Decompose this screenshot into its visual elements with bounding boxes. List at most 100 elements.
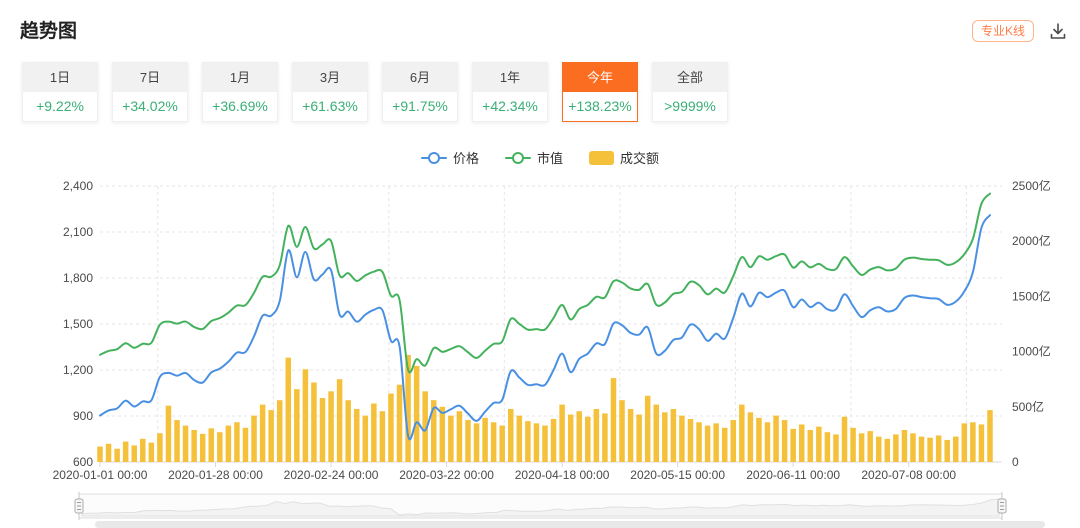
horizontal-scrollbar[interactable] <box>95 521 1045 528</box>
left-axis-tick: 1,800 <box>63 271 93 285</box>
data-zoom-shadow <box>81 498 1000 517</box>
volume-bar <box>953 436 959 462</box>
volume-bar <box>713 423 719 462</box>
pro-kline-button[interactable]: 专业K线 <box>971 20 1034 42</box>
period-change-value: +36.69% <box>212 98 268 114</box>
volume-bar <box>217 432 223 462</box>
volume-bar <box>576 411 582 462</box>
period-tab-1日[interactable]: 1日 +9.22% <box>22 62 98 122</box>
volume-bar <box>721 427 728 462</box>
volume-bar <box>473 423 480 462</box>
period-change-value: +91.75% <box>392 98 448 114</box>
x-axis-tick: 2020-02-24 00:00 <box>284 468 379 482</box>
period-tab-6月[interactable]: 6月 +91.75% <box>382 62 458 122</box>
x-axis-tick: 2020-01-01 00:00 <box>53 468 148 482</box>
volume-bar <box>439 406 446 462</box>
period-tab-label: 3月 <box>293 63 367 92</box>
period-tab-1月[interactable]: 1月 +36.69% <box>202 62 278 122</box>
volume-bar <box>807 429 814 462</box>
volume-bar <box>961 423 968 462</box>
period-tab-今年[interactable]: 今年 +138.23% <box>562 62 638 122</box>
volume-bar <box>182 425 189 462</box>
volume-bar <box>687 418 694 462</box>
volume-bar <box>610 378 617 462</box>
volume-bar <box>627 409 634 462</box>
volume-bar <box>199 433 206 462</box>
volume-bar <box>662 412 668 462</box>
left-axis-tick: 1,500 <box>63 317 93 331</box>
volume-bar <box>867 431 873 462</box>
volume-bar <box>858 433 865 462</box>
volume-bar <box>362 415 369 462</box>
period-tab-1年[interactable]: 1年 +42.34% <box>472 62 548 122</box>
volume-bar <box>704 425 711 462</box>
data-zoom-handle-right[interactable] <box>997 492 1007 520</box>
legend-item-成交额[interactable]: 成交额 <box>589 148 659 167</box>
left-axis-tick: 600 <box>73 455 93 469</box>
volume-bar <box>140 438 146 462</box>
x-axis-tick: 2020-06-11 00:00 <box>746 468 840 482</box>
period-tab-全部[interactable]: 全部 >9999% <box>652 62 728 122</box>
volume-bar <box>619 400 625 462</box>
volume-bar <box>696 422 702 462</box>
volume-bar <box>550 418 557 462</box>
volume-bar <box>593 409 600 462</box>
bar-marker-icon <box>589 150 614 165</box>
data-zoom-slider[interactable] <box>74 492 1007 520</box>
volume-bar <box>251 415 257 462</box>
volume-bar <box>353 409 360 462</box>
volume-bar <box>585 416 591 462</box>
volume-bar <box>644 395 651 462</box>
volume-bar <box>910 433 916 462</box>
volume-bar <box>944 439 950 462</box>
volume-bar <box>345 400 351 462</box>
x-axis-tick: 2020-03-22 00:00 <box>399 468 494 482</box>
period-change-value: +34.02% <box>122 98 178 114</box>
period-tab-7日[interactable]: 7日 +34.02% <box>112 62 188 122</box>
volume-bar <box>739 404 745 462</box>
data-zoom-handle-left[interactable] <box>74 492 84 520</box>
volume-bar <box>970 422 976 462</box>
volume-bar <box>756 417 762 462</box>
volume-bar <box>191 429 197 462</box>
legend-label: 市值 <box>536 151 563 166</box>
x-axis-tick: 2020-04-18 00:00 <box>515 468 610 482</box>
volume-bar <box>405 354 411 462</box>
volume-bar <box>525 421 531 462</box>
download-icon[interactable] <box>1048 21 1068 41</box>
volume-bar <box>773 415 779 462</box>
volume-bar <box>978 424 985 462</box>
volume-bar <box>559 404 565 462</box>
right-axis-tick: 1500亿 <box>1012 288 1051 303</box>
price-line <box>99 214 991 441</box>
period-tab-label: 1日 <box>23 63 97 92</box>
volume-bar <box>833 434 839 462</box>
left-axis-tick: 2,100 <box>63 225 93 239</box>
volume-bar <box>97 446 103 462</box>
volume-bar <box>816 426 822 462</box>
volume-bar <box>234 422 240 462</box>
legend-item-市值[interactable]: 市值 <box>504 148 563 167</box>
left-axis-tick: 1,200 <box>63 363 93 377</box>
volume-bar <box>259 404 266 462</box>
volume-bar <box>319 397 326 462</box>
chart-legend: 价格 市值 成交额 <box>0 148 1080 167</box>
volume-bar <box>242 427 249 462</box>
volume-bar <box>876 436 882 462</box>
period-tab-label: 7日 <box>113 63 187 92</box>
volume-bar <box>482 417 488 462</box>
volume-bar <box>328 391 334 462</box>
line-marker-icon <box>504 151 531 164</box>
left-axis-tick: 2,400 <box>63 179 93 193</box>
volume-bar <box>747 412 754 462</box>
page-title: 趋势图 <box>20 21 78 42</box>
period-tab-3月[interactable]: 3月 +61.63% <box>292 62 368 122</box>
volume-bar <box>311 382 317 462</box>
volume-bar <box>165 405 172 462</box>
x-axis-tick: 2020-07-08 00:00 <box>861 468 956 482</box>
volume-bar <box>670 409 677 462</box>
legend-item-价格[interactable]: 价格 <box>420 148 479 167</box>
volume-bar <box>105 443 112 462</box>
volume-bar <box>516 415 523 462</box>
